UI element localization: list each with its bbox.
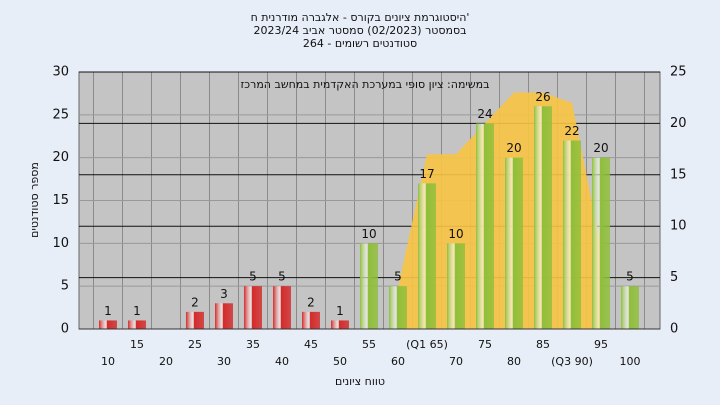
y2-tick-label: 15 — [670, 167, 687, 182]
y2-tick-label: 10 — [670, 219, 687, 234]
y-tick-label: 30 — [52, 65, 69, 80]
bar — [273, 286, 291, 329]
bar — [505, 157, 523, 329]
value-label: 1 — [336, 304, 344, 318]
value-label: 5 — [249, 270, 257, 284]
y-tick-label: 10 — [52, 236, 69, 251]
x-tick-label: 95 — [594, 338, 608, 351]
x-tick-label: 20 — [159, 355, 173, 368]
bar — [244, 286, 262, 329]
value-label: 5 — [626, 270, 634, 284]
y-tick-label: 20 — [52, 150, 69, 165]
x-tick-label: 10 — [101, 355, 115, 368]
annotation: במשימה: ציון סופי במערכת האקדמית במחשב ה… — [240, 78, 489, 91]
x-tick-label: 60 — [391, 355, 405, 368]
y2-tick-label: 5 — [670, 270, 678, 285]
y2-tick-label: 20 — [670, 116, 687, 131]
chart-subtitle: סטודנטים רשומים - 264 — [303, 37, 417, 50]
bar — [99, 320, 117, 329]
bar — [418, 183, 436, 329]
x-tick-label: 45 — [304, 338, 318, 351]
bar — [476, 123, 494, 330]
y-tick-label: 25 — [52, 107, 69, 122]
y-tick-label: 0 — [61, 322, 69, 337]
value-label: 5 — [394, 270, 402, 284]
x-tick-label: 80 — [507, 355, 521, 368]
x-tick-label: 30 — [217, 355, 231, 368]
value-label: 17 — [419, 167, 434, 181]
value-label: 10 — [361, 227, 376, 241]
y-tick-label: 15 — [52, 193, 69, 208]
bar — [128, 320, 146, 329]
x-tick-label: (Q1 65) — [406, 338, 448, 351]
value-label: 24 — [477, 107, 492, 121]
y-axis-label: מספר סטודנטים — [28, 162, 41, 238]
value-label: 26 — [535, 90, 550, 104]
x-tick-label: 85 — [536, 338, 550, 351]
bar — [389, 286, 407, 329]
bar — [563, 140, 581, 329]
chart-subtitle: בסמסטר (02/2023) סמסטר אביב 2023/24 — [253, 24, 466, 37]
bar — [331, 320, 349, 329]
x-tick-label: 25 — [188, 338, 202, 351]
x-tick-label: 75 — [478, 338, 492, 351]
value-label: 10 — [448, 227, 463, 241]
y-tick-label: 5 — [61, 279, 69, 294]
bar — [215, 303, 233, 329]
x-axis-label: טווח ציונים — [335, 375, 385, 388]
bar — [360, 243, 378, 329]
bar — [302, 311, 320, 329]
x-tick-label: (Q3 90) — [551, 355, 593, 368]
value-label: 20 — [506, 141, 521, 155]
value-label: 1 — [133, 304, 141, 318]
x-tick-label: 35 — [246, 338, 260, 351]
x-tick-label: 15 — [130, 338, 144, 351]
x-tick-label: 100 — [620, 355, 641, 368]
value-label: 5 — [278, 270, 286, 284]
chart-title: היסטוגרמת ציונים בקורס - אלגברה מודרנית … — [251, 11, 470, 24]
bar — [534, 106, 552, 330]
value-label: 20 — [593, 141, 608, 155]
value-label: 3 — [220, 287, 228, 301]
bar — [621, 286, 639, 329]
y2-tick-label: 0 — [670, 322, 678, 337]
bar — [186, 311, 204, 329]
bar — [447, 243, 465, 329]
x-tick-label: 55 — [362, 338, 376, 351]
value-label: 2 — [191, 295, 199, 309]
value-label: 2 — [307, 295, 315, 309]
bar — [592, 157, 610, 329]
x-tick-label: 70 — [449, 355, 463, 368]
value-label: 1 — [104, 304, 112, 318]
y2-tick-label: 25 — [670, 65, 687, 80]
x-tick-label: 50 — [333, 355, 347, 368]
x-tick-label: 40 — [275, 355, 289, 368]
value-label: 22 — [564, 124, 579, 138]
